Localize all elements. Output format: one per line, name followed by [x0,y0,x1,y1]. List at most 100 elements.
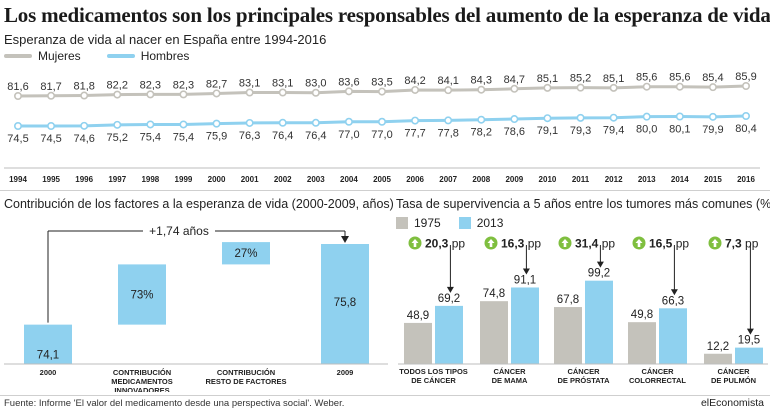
data-label-hombres: 75,4 [173,131,194,143]
data-point-mujeres [113,90,122,99]
data-label-hombres: 80,0 [636,124,657,136]
data-label-hombres: 74,5 [7,133,28,145]
data-label-mujeres: 84,3 [471,75,492,87]
bar-category-label: DE PULMÓN [711,376,756,385]
legend-label-2013: 2013 [476,216,504,230]
bar-1975 [704,353,732,364]
waterfall-category-label: CONTRIBUCIÓN [113,368,171,377]
increase-unit: pp [672,237,689,251]
data-label-mujeres: 85,6 [669,72,690,84]
bar-value-label-1975: 74,8 [483,288,505,300]
waterfall-value-label: 73% [130,290,153,302]
data-label-hombres: 74,6 [73,133,94,145]
waterfall-value-label: 27% [234,248,257,260]
x-tick-label: 2008 [472,175,490,184]
waterfall-bar-2000 [24,324,72,364]
data-point-hombres [708,112,717,121]
data-point-hombres [245,118,254,127]
data-label-hombres: 78,6 [504,126,525,138]
bar-value-label-2013: 69,2 [438,293,460,305]
increase-pointer-arrowhead [522,268,530,275]
bar-value-label-2013: 66,3 [662,295,684,307]
data-point-mujeres [344,87,353,96]
waterfall-chart-title: Contribución de los factores a la espera… [4,197,394,211]
x-tick-label: 2000 [208,175,226,184]
bar-category-label: CÁNCER [567,367,600,376]
x-tick-label: 2015 [704,175,722,184]
data-label-hombres: 77,8 [437,127,458,139]
data-label-mujeres: 84,2 [404,75,425,87]
legend-swatch-mujeres [4,54,32,58]
data-label-mujeres: 85,2 [570,73,591,85]
x-tick-label: 2003 [307,175,325,184]
line-chart-subtitle: Esperanza de vida al nacer en España ent… [4,32,327,47]
data-label-hombres: 75,2 [107,132,128,144]
legend-swatch-1975 [396,217,408,229]
data-label-hombres: 79,9 [702,124,723,136]
x-tick-label: 1998 [141,175,159,184]
increase-pointer-arrowhead [746,328,754,335]
x-tick-label: 1996 [75,175,93,184]
increase-value: 31,4 [575,237,599,251]
data-point-mujeres [510,84,519,93]
data-point-mujeres [311,88,320,97]
life-expectancy-line-chart: 81,6 81,7 81,8 82,2 82,3 82,3 82,7 83,1 83,1 83,0… [4,71,760,184]
data-point-hombres [47,121,56,130]
x-tick-label: 1994 [9,175,27,184]
data-label-mujeres: 84,1 [437,75,458,87]
data-point-mujeres [741,81,750,90]
x-tick-label: 2013 [638,175,656,184]
data-point-hombres [576,113,585,122]
bar-category-label: DE PRÓSTATA [557,376,610,385]
footer-divider [0,395,770,396]
increase-pointer-arrowhead [596,261,604,268]
data-point-mujeres [377,87,386,96]
increase-unit: pp [448,237,465,251]
bar-value-label-1975: 48,9 [407,310,429,322]
waterfall-category-label: MEDICAMENTOS [111,377,173,386]
data-point-hombres [741,111,750,120]
data-point-hombres [411,116,420,125]
data-point-hombres [444,116,453,125]
data-point-mujeres [245,88,254,97]
data-label-hombres: 80,1 [669,124,690,136]
bar-value-label-2013: 91,1 [514,274,536,286]
data-point-mujeres [444,86,453,95]
data-label-hombres: 78,2 [471,127,492,139]
bar-category-label: CÁNCER [493,367,526,376]
bar-1975 [404,322,432,364]
data-label-hombres: 77,0 [371,129,392,141]
waterfall-category-label: CONTRIBUCIÓN [217,368,275,377]
data-label-hombres: 79,1 [537,125,558,137]
increase-label: 16,5 pp [649,237,689,251]
data-point-mujeres [14,91,23,100]
data-label-mujeres: 83,6 [338,76,359,88]
bar-value-label-1975: 12,2 [707,341,729,353]
data-point-hombres [212,119,221,128]
data-label-mujeres: 82,2 [107,80,128,92]
legend-label-mujeres: Mujeres [38,49,81,63]
bar-1975 [628,322,656,364]
data-point-hombres [146,120,155,129]
data-point-mujeres [675,82,684,91]
page-title: Los medicamentos son los principales res… [4,3,770,27]
legend-label-hombres: Hombres [140,49,190,63]
waterfall-bar-resto [222,242,270,265]
bar-category-label: COLORRECTAL [629,376,686,385]
data-label-mujeres: 83,5 [371,77,392,89]
data-point-hombres [543,114,552,123]
bar-chart-legend: 1975 2013 [396,216,503,230]
bar-value-label-1975: 49,8 [631,309,653,321]
data-label-mujeres: 85,6 [636,72,657,84]
data-point-mujeres [642,82,651,91]
data-point-mujeres [543,83,552,92]
data-label-mujeres: 83,1 [239,78,260,90]
x-tick-label: 2016 [737,175,755,184]
data-point-mujeres [212,89,221,98]
increase-unit: pp [742,237,759,251]
bar-1975 [554,307,582,364]
waterfall-category-label: INNOVADORES [114,386,169,392]
data-point-hombres [14,121,23,130]
increase-unit: pp [598,237,615,251]
